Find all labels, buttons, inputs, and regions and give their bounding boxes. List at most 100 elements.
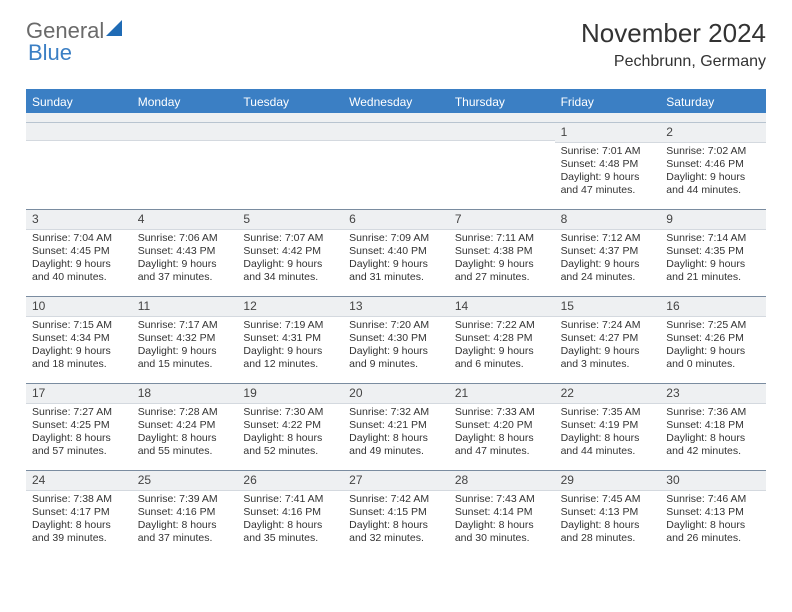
day-number: 3 [26, 210, 132, 230]
day-sunrise: Sunrise: 7:28 AM [138, 406, 232, 419]
day-daylight2: and 28 minutes. [561, 532, 655, 545]
day-sunrise: Sunrise: 7:46 AM [666, 493, 760, 506]
header: General November 2024 Pechbrunn, Germany [0, 0, 792, 79]
week-row: 17Sunrise: 7:27 AMSunset: 4:25 PMDayligh… [26, 383, 766, 470]
day-sunset: Sunset: 4:25 PM [32, 419, 126, 432]
day-daylight1: Daylight: 8 hours [455, 432, 549, 445]
day-daylight1: Daylight: 9 hours [561, 345, 655, 358]
day-daylight2: and 44 minutes. [561, 445, 655, 458]
day-body: Sunrise: 7:42 AMSunset: 4:15 PMDaylight:… [343, 491, 449, 550]
day-body: Sunrise: 7:11 AMSunset: 4:38 PMDaylight:… [449, 230, 555, 289]
day-daylight2: and 55 minutes. [138, 445, 232, 458]
day-daylight2: and 32 minutes. [349, 532, 443, 545]
day-number: 14 [449, 297, 555, 317]
day-sunset: Sunset: 4:17 PM [32, 506, 126, 519]
day-cell: 9Sunrise: 7:14 AMSunset: 4:35 PMDaylight… [660, 210, 766, 296]
day-cell: 17Sunrise: 7:27 AMSunset: 4:25 PMDayligh… [26, 384, 132, 470]
day-number: 22 [555, 384, 661, 404]
day-daylight1: Daylight: 9 hours [561, 258, 655, 271]
day-body: Sunrise: 7:12 AMSunset: 4:37 PMDaylight:… [555, 230, 661, 289]
day-daylight1: Daylight: 8 hours [243, 432, 337, 445]
day-cell: 2Sunrise: 7:02 AMSunset: 4:46 PMDaylight… [660, 123, 766, 209]
day-sunrise: Sunrise: 7:22 AM [455, 319, 549, 332]
day-daylight2: and 47 minutes. [561, 184, 655, 197]
day-body: Sunrise: 7:15 AMSunset: 4:34 PMDaylight:… [26, 317, 132, 376]
day-daylight1: Daylight: 8 hours [561, 432, 655, 445]
day-daylight1: Daylight: 8 hours [32, 432, 126, 445]
day-daylight1: Daylight: 9 hours [138, 345, 232, 358]
day-daylight2: and 0 minutes. [666, 358, 760, 371]
day-sunrise: Sunrise: 7:07 AM [243, 232, 337, 245]
day-number: 29 [555, 471, 661, 491]
day-cell: 25Sunrise: 7:39 AMSunset: 4:16 PMDayligh… [132, 471, 238, 557]
day-number: 4 [132, 210, 238, 230]
day-sunset: Sunset: 4:21 PM [349, 419, 443, 432]
day-cell [237, 123, 343, 209]
weeks-container: 1Sunrise: 7:01 AMSunset: 4:48 PMDaylight… [26, 123, 766, 557]
day-daylight1: Daylight: 9 hours [561, 171, 655, 184]
day-sunrise: Sunrise: 7:11 AM [455, 232, 549, 245]
day-number: 23 [660, 384, 766, 404]
day-daylight2: and 44 minutes. [666, 184, 760, 197]
day-body: Sunrise: 7:19 AMSunset: 4:31 PMDaylight:… [237, 317, 343, 376]
day-sunset: Sunset: 4:43 PM [138, 245, 232, 258]
day-daylight1: Daylight: 9 hours [138, 258, 232, 271]
day-cell: 6Sunrise: 7:09 AMSunset: 4:40 PMDaylight… [343, 210, 449, 296]
day-number: 13 [343, 297, 449, 317]
day-cell: 24Sunrise: 7:38 AMSunset: 4:17 PMDayligh… [26, 471, 132, 557]
day-cell [26, 123, 132, 209]
day-number: 21 [449, 384, 555, 404]
day-number: 17 [26, 384, 132, 404]
day-daylight2: and 39 minutes. [32, 532, 126, 545]
day-body: Sunrise: 7:25 AMSunset: 4:26 PMDaylight:… [660, 317, 766, 376]
day-daylight1: Daylight: 9 hours [455, 345, 549, 358]
day-daylight2: and 49 minutes. [349, 445, 443, 458]
day-sunrise: Sunrise: 7:35 AM [561, 406, 655, 419]
day-body: Sunrise: 7:02 AMSunset: 4:46 PMDaylight:… [660, 143, 766, 202]
day-number: 7 [449, 210, 555, 230]
day-sunrise: Sunrise: 7:33 AM [455, 406, 549, 419]
day-daylight1: Daylight: 9 hours [32, 258, 126, 271]
day-sunrise: Sunrise: 7:04 AM [32, 232, 126, 245]
day-cell: 22Sunrise: 7:35 AMSunset: 4:19 PMDayligh… [555, 384, 661, 470]
day-daylight2: and 37 minutes. [138, 271, 232, 284]
day-sunset: Sunset: 4:28 PM [455, 332, 549, 345]
day-daylight1: Daylight: 8 hours [243, 519, 337, 532]
day-daylight2: and 37 minutes. [138, 532, 232, 545]
day-body: Sunrise: 7:01 AMSunset: 4:48 PMDaylight:… [555, 143, 661, 202]
day-cell: 19Sunrise: 7:30 AMSunset: 4:22 PMDayligh… [237, 384, 343, 470]
day-cell: 1Sunrise: 7:01 AMSunset: 4:48 PMDaylight… [555, 123, 661, 209]
dow-wednesday: Wednesday [343, 91, 449, 113]
day-sunset: Sunset: 4:31 PM [243, 332, 337, 345]
day-daylight1: Daylight: 8 hours [455, 519, 549, 532]
day-cell: 15Sunrise: 7:24 AMSunset: 4:27 PMDayligh… [555, 297, 661, 383]
day-daylight1: Daylight: 9 hours [243, 258, 337, 271]
empty-day-bar [449, 123, 555, 141]
day-sunset: Sunset: 4:18 PM [666, 419, 760, 432]
day-daylight1: Daylight: 9 hours [349, 258, 443, 271]
day-body: Sunrise: 7:04 AMSunset: 4:45 PMDaylight:… [26, 230, 132, 289]
day-cell: 23Sunrise: 7:36 AMSunset: 4:18 PMDayligh… [660, 384, 766, 470]
day-cell: 20Sunrise: 7:32 AMSunset: 4:21 PMDayligh… [343, 384, 449, 470]
logo-text-blue: Blue [28, 40, 72, 65]
week-row: 10Sunrise: 7:15 AMSunset: 4:34 PMDayligh… [26, 296, 766, 383]
day-daylight2: and 21 minutes. [666, 271, 760, 284]
day-daylight1: Daylight: 9 hours [243, 345, 337, 358]
day-sunset: Sunset: 4:20 PM [455, 419, 549, 432]
day-cell: 11Sunrise: 7:17 AMSunset: 4:32 PMDayligh… [132, 297, 238, 383]
day-sunrise: Sunrise: 7:39 AM [138, 493, 232, 506]
day-body: Sunrise: 7:36 AMSunset: 4:18 PMDaylight:… [660, 404, 766, 463]
day-sunrise: Sunrise: 7:38 AM [32, 493, 126, 506]
dow-saturday: Saturday [660, 91, 766, 113]
day-daylight1: Daylight: 9 hours [666, 171, 760, 184]
day-cell [449, 123, 555, 209]
dow-sunday: Sunday [26, 91, 132, 113]
day-number: 6 [343, 210, 449, 230]
day-number: 12 [237, 297, 343, 317]
day-number: 1 [555, 123, 661, 143]
day-body: Sunrise: 7:45 AMSunset: 4:13 PMDaylight:… [555, 491, 661, 550]
day-sunrise: Sunrise: 7:43 AM [455, 493, 549, 506]
day-daylight1: Daylight: 8 hours [349, 519, 443, 532]
day-cell: 21 Sunrise: 7:33 AMSunset: 4:20 PMDayligh… [449, 384, 555, 470]
day-sunset: Sunset: 4:35 PM [666, 245, 760, 258]
